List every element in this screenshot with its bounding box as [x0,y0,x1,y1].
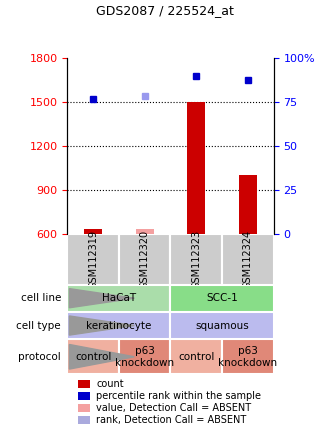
Bar [171,285,274,312]
Polygon shape [69,345,134,369]
Bar [78,416,90,424]
Polygon shape [69,316,134,335]
Bar [67,285,171,312]
Text: cell type: cell type [16,321,61,330]
Text: squamous: squamous [195,321,249,330]
Text: p63
knockdown: p63 knockdown [115,346,174,368]
Bar [78,381,90,388]
Bar [67,234,119,285]
Text: control: control [178,352,214,362]
Text: protocol: protocol [18,352,61,362]
Text: percentile rank within the sample: percentile rank within the sample [96,391,261,401]
Text: GSM112323: GSM112323 [191,230,201,289]
Bar [171,312,274,339]
Text: cell line: cell line [21,293,61,303]
Text: keratinocyte: keratinocyte [86,321,151,330]
Text: GSM112324: GSM112324 [243,230,253,289]
Text: value, Detection Call = ABSENT: value, Detection Call = ABSENT [96,403,251,413]
Bar [171,339,222,374]
Text: count: count [96,379,124,389]
Text: SCC-1: SCC-1 [206,293,238,303]
Bar [119,234,171,285]
Bar [78,392,90,400]
Bar [222,339,274,374]
Bar [171,234,222,285]
Bar [67,312,171,339]
Bar [119,339,171,374]
Text: control: control [75,352,111,362]
Bar [67,339,119,374]
Text: p63
knockdown: p63 knockdown [218,346,278,368]
Bar [187,102,205,234]
Bar [136,229,154,234]
Bar [222,234,274,285]
Bar [78,404,90,412]
Text: HaCaT: HaCaT [102,293,136,303]
Text: rank, Detection Call = ABSENT: rank, Detection Call = ABSENT [96,415,247,425]
Polygon shape [69,289,134,308]
Text: GSM112319: GSM112319 [88,230,98,289]
Bar [84,230,102,234]
Text: GDS2087 / 225524_at: GDS2087 / 225524_at [96,4,234,17]
Text: GSM112320: GSM112320 [140,230,150,289]
Bar [239,175,257,234]
